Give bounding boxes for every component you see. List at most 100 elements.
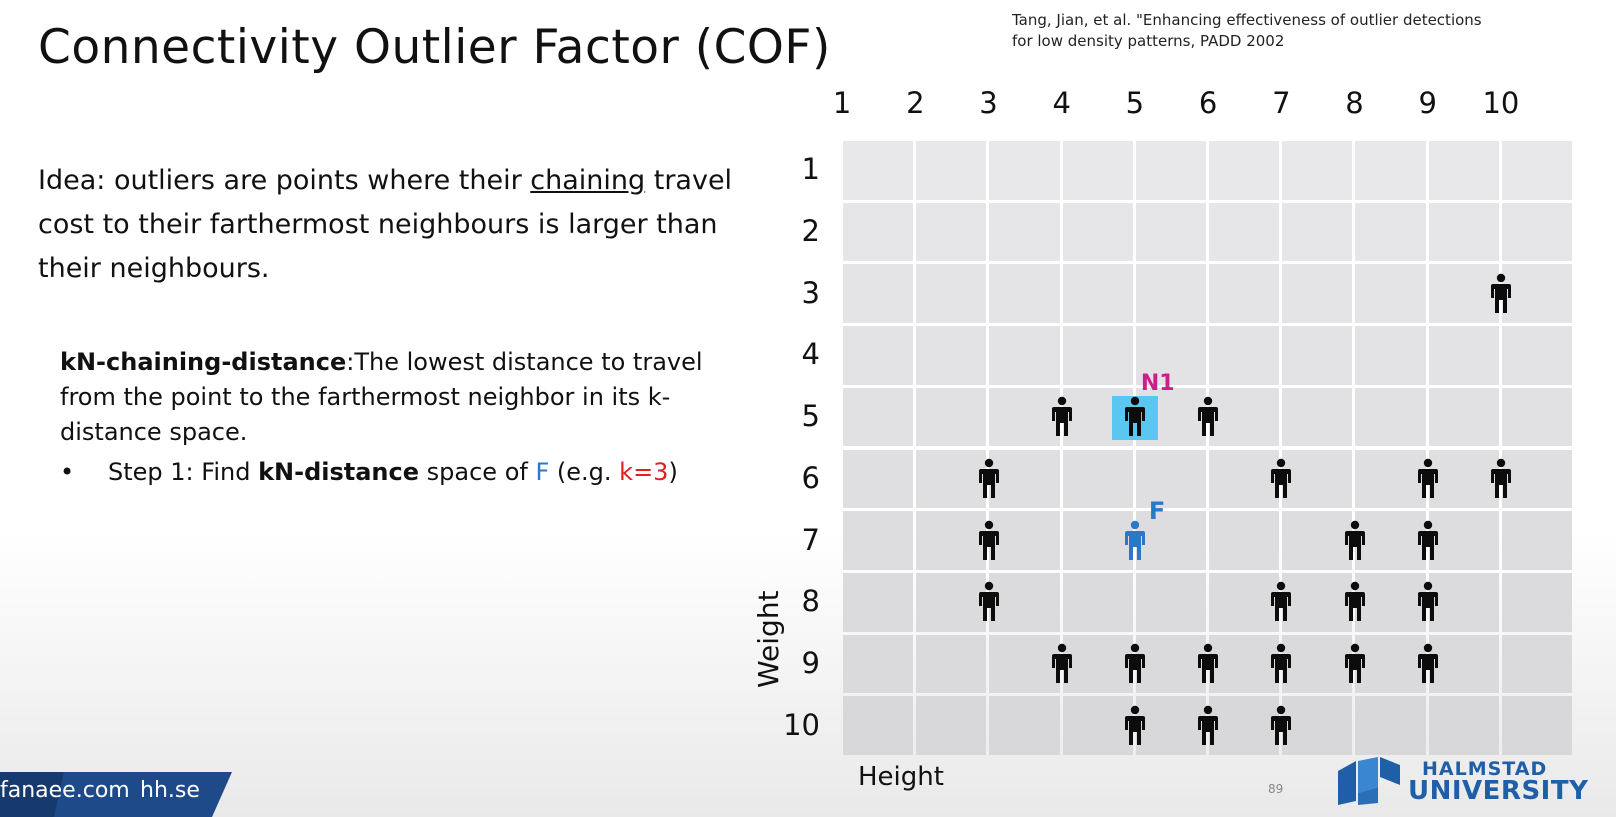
grid-cell xyxy=(1062,326,1133,385)
grid-cell xyxy=(843,572,914,632)
person-icon xyxy=(1342,520,1368,562)
bullet-marker: • xyxy=(60,458,75,486)
grid-cell xyxy=(989,202,1060,262)
grid-cell xyxy=(1501,696,1572,755)
step-k: k=3 xyxy=(619,458,669,486)
grid-cell xyxy=(1282,449,1353,509)
grid-cell xyxy=(1062,634,1133,694)
person-icon xyxy=(1122,643,1148,685)
y-tick-label: 6 xyxy=(801,460,820,495)
grid-cell xyxy=(916,202,987,262)
person-icon xyxy=(1122,705,1148,747)
grid-cell xyxy=(1135,511,1206,570)
grid-cell xyxy=(916,387,987,447)
idea-text-1: Idea: outliers are points where their xyxy=(38,165,531,196)
grid-cell xyxy=(989,326,1060,385)
grid-cell xyxy=(1135,449,1206,509)
grid-cell xyxy=(1062,449,1133,509)
idea-underlined-word: chaining xyxy=(530,165,646,196)
grid-cell xyxy=(1282,141,1353,200)
grid-cell xyxy=(843,449,914,509)
grid-cell xyxy=(1355,326,1426,385)
grid-cell xyxy=(1282,634,1353,694)
footer-site-fanaee-domain: .com xyxy=(75,778,130,803)
logo-wordmark: HALMSTAD UNIVERSITY xyxy=(1408,758,1589,806)
footer-site-fanaee[interactable]: fanaee.com xyxy=(0,778,130,803)
grid-cell xyxy=(916,449,987,509)
grid-cell xyxy=(1428,387,1499,447)
grid-cell xyxy=(1282,387,1353,447)
person-icon xyxy=(1268,458,1294,500)
step-eg: (e.g. xyxy=(549,458,620,486)
grid-cell xyxy=(916,634,987,694)
grid-cell xyxy=(843,696,914,755)
step-bullet: • Step 1: Find kN-distance space of F (e.… xyxy=(60,458,678,486)
person-icon xyxy=(1415,458,1441,500)
grid-cell xyxy=(916,696,987,755)
point-label-n1: N1 xyxy=(1140,371,1175,397)
grid-cell xyxy=(989,449,1060,509)
step-bold: kN-distance xyxy=(258,458,420,486)
grid-cell xyxy=(1501,264,1572,324)
grid-cell xyxy=(843,202,914,262)
grid-cell xyxy=(843,141,914,200)
grid-cell xyxy=(1209,572,1280,632)
citation-line-2: for low density patterns, PADD 2002 xyxy=(1012,32,1285,50)
step-prefix: Step 1: Find xyxy=(108,458,259,486)
grid-cell xyxy=(1062,264,1133,324)
x-tick-label: 10 xyxy=(1482,86,1520,120)
grid-cell xyxy=(1209,696,1280,755)
person-icon xyxy=(1415,581,1441,623)
y-tick-label: 2 xyxy=(801,214,820,249)
grid-cell xyxy=(1501,141,1572,200)
x-tick-label: 4 xyxy=(1052,86,1071,120)
grid-cell xyxy=(989,511,1060,570)
grid-cell xyxy=(1501,511,1572,570)
grid-cell xyxy=(1428,511,1499,570)
grid-cell xyxy=(1209,387,1280,447)
grid-cell xyxy=(1428,141,1499,200)
grid-cell xyxy=(1501,387,1572,447)
idea-paragraph: Idea: outliers are points where their ch… xyxy=(38,159,738,291)
grid-cell xyxy=(1209,326,1280,385)
grid-cell xyxy=(1135,696,1206,755)
y-tick-label: 5 xyxy=(801,399,820,434)
grid-cell xyxy=(1355,202,1426,262)
grid-cell xyxy=(916,511,987,570)
page-number: 89 xyxy=(1268,782,1284,796)
person-icon xyxy=(1049,396,1075,438)
grid-cell xyxy=(1282,202,1353,262)
grid-cell xyxy=(1355,387,1426,447)
grid-cell xyxy=(1135,264,1206,324)
grid-cell xyxy=(1209,449,1280,509)
logo-line-2: UNIVERSITY xyxy=(1408,776,1589,806)
person-icon xyxy=(1488,458,1514,500)
person-icon xyxy=(1268,581,1294,623)
grid-cell xyxy=(1062,696,1133,755)
grid-cell xyxy=(1209,634,1280,694)
grid-cell xyxy=(1501,326,1572,385)
x-tick-label: 3 xyxy=(979,86,998,120)
grid-cell xyxy=(1062,511,1133,570)
person-icon xyxy=(1195,705,1221,747)
footer-site-hh[interactable]: hh.se xyxy=(140,778,200,803)
grid-cell xyxy=(1282,696,1353,755)
y-tick-label: 8 xyxy=(801,584,820,619)
person-icon xyxy=(1049,643,1075,685)
grid-cell xyxy=(1355,572,1426,632)
grid-cell xyxy=(1062,141,1133,200)
grid-cell xyxy=(1355,141,1426,200)
grid-cell xyxy=(843,634,914,694)
grid-cell xyxy=(1282,511,1353,570)
footer-band xyxy=(0,772,232,817)
logo-line-1: HALMSTAD xyxy=(1422,758,1548,780)
grid-cell xyxy=(1428,264,1499,324)
person-icon xyxy=(1415,520,1441,562)
person-icon xyxy=(1195,396,1221,438)
grid-cell xyxy=(1355,634,1426,694)
grid-cell xyxy=(916,572,987,632)
grid-cell xyxy=(1135,572,1206,632)
grid-cell xyxy=(916,264,987,324)
x-tick-label: 8 xyxy=(1345,86,1364,120)
definition-text: :The lowest distance to travel from the … xyxy=(60,348,703,446)
